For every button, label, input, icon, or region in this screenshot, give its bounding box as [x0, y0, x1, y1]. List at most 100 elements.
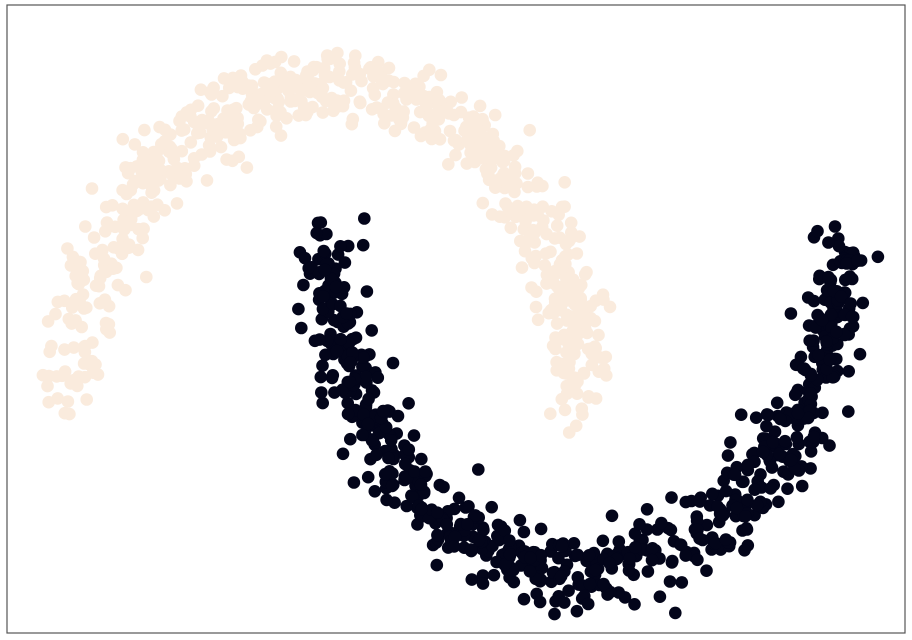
- scatter-point: [719, 533, 733, 546]
- scatter-point: [823, 353, 837, 367]
- scatter-point: [706, 487, 719, 501]
- scatter-point: [524, 551, 537, 565]
- scatter-point: [724, 436, 737, 449]
- scatter-point: [314, 216, 328, 229]
- scatter-point: [600, 369, 613, 382]
- scatter-point: [447, 134, 461, 147]
- scatter-point: [292, 302, 305, 316]
- scatter-point: [628, 598, 641, 611]
- scatter-point: [297, 278, 310, 292]
- scatter-point: [334, 240, 347, 253]
- scatter-point: [430, 558, 444, 572]
- scatter-point: [375, 76, 389, 89]
- scatter-point: [465, 123, 479, 136]
- scatter-point: [555, 392, 569, 406]
- scatter-point: [49, 307, 62, 321]
- scatter-point: [65, 317, 78, 330]
- scatter-point: [343, 375, 357, 389]
- scatter-point: [338, 256, 352, 269]
- scatter-point: [408, 465, 421, 478]
- scatter-point: [560, 308, 573, 322]
- scatter-point: [251, 89, 265, 103]
- scatter-point: [830, 325, 843, 339]
- scatter-point: [116, 132, 130, 146]
- scatter-point: [216, 89, 229, 103]
- scatter-point: [43, 345, 56, 359]
- scatter-point: [578, 268, 592, 281]
- scatter-point: [820, 335, 833, 349]
- scatter-point: [790, 431, 804, 444]
- scatter-point: [461, 518, 474, 531]
- scatter-point: [778, 434, 792, 448]
- scatter-point: [612, 535, 626, 548]
- scatter-point: [152, 174, 165, 187]
- scatter-point: [641, 565, 655, 578]
- scatter-point: [364, 61, 377, 74]
- scatter-point: [86, 336, 99, 349]
- scatter-point: [417, 69, 430, 83]
- scatter-point: [690, 514, 704, 528]
- scatter-point: [344, 432, 357, 446]
- scatter-point: [370, 448, 383, 462]
- scatter-point: [78, 370, 92, 384]
- scatter-point: [555, 280, 568, 294]
- scatter-point: [871, 250, 885, 264]
- scatter-point: [571, 337, 585, 351]
- scatter-point: [152, 154, 166, 168]
- scatter-point: [318, 263, 332, 277]
- scatter-point: [274, 129, 288, 142]
- scatter-point: [440, 102, 453, 116]
- scatter-point: [575, 402, 589, 416]
- scatter-point: [773, 447, 786, 461]
- scatter-point: [517, 525, 531, 539]
- scatter-point: [226, 71, 240, 85]
- scatter-point: [378, 117, 391, 130]
- scatter-point: [564, 216, 578, 230]
- scatter-point: [519, 237, 532, 251]
- scatter-point: [511, 199, 524, 213]
- scatter-point: [272, 95, 286, 109]
- scatter-point: [738, 544, 751, 557]
- scatter-point: [558, 596, 571, 609]
- scatter-point: [507, 149, 520, 162]
- scatter-point: [308, 334, 322, 348]
- scatter-point: [596, 288, 610, 302]
- scatter-point: [477, 523, 490, 537]
- scatter-point: [217, 72, 231, 85]
- scatter-point: [295, 95, 308, 108]
- scatter-point: [628, 541, 642, 554]
- scatter-point: [340, 307, 354, 320]
- scatter-point: [488, 108, 502, 122]
- scatter-point: [571, 317, 584, 331]
- scatter-point: [521, 167, 535, 180]
- scatter-point: [381, 96, 395, 109]
- scatter-point: [387, 75, 401, 89]
- scatter-point: [487, 568, 501, 582]
- scatter-point: [601, 588, 614, 601]
- scatter-point: [419, 465, 432, 478]
- scatter-point: [548, 607, 561, 621]
- scatter-point: [345, 117, 359, 131]
- scatter-point: [529, 300, 543, 314]
- scatter-point: [459, 501, 473, 514]
- scatter-point: [449, 148, 462, 162]
- scatter-point: [63, 407, 76, 421]
- scatter-point: [391, 409, 405, 423]
- scatter-point: [287, 55, 301, 68]
- scatter-point: [546, 339, 560, 353]
- scatter-point: [663, 575, 677, 588]
- scatter-point: [384, 434, 398, 447]
- scatter-point: [415, 452, 428, 466]
- scatter-point: [589, 563, 602, 577]
- scatter-point: [217, 112, 230, 125]
- scatter-point: [719, 484, 733, 498]
- scatter-point: [760, 419, 773, 433]
- scatter-point: [464, 543, 478, 556]
- scatter-point: [319, 348, 332, 362]
- scatter-point: [592, 328, 605, 342]
- scatter-point: [301, 65, 314, 78]
- scatter-point: [61, 395, 75, 408]
- scatter-point: [96, 243, 109, 257]
- scatter-point: [122, 238, 136, 251]
- scatter-point: [317, 290, 330, 303]
